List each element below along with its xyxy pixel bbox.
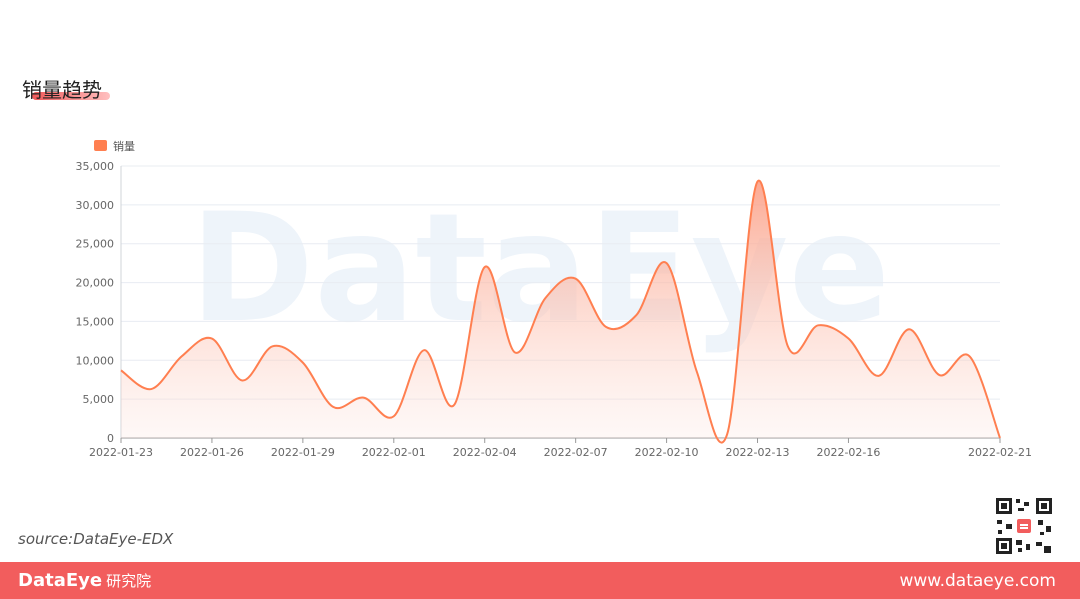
- x-tick-label: 2022-02-04: [453, 446, 517, 459]
- qr-code-icon: [994, 496, 1054, 556]
- y-tick-label: 5,000: [83, 393, 115, 406]
- footer-bar: DataEye 研究院 www.dataeye.com: [0, 562, 1080, 599]
- legend-swatch: [94, 140, 107, 151]
- x-tick-label: 2022-02-07: [544, 446, 608, 459]
- y-tick-label: 0: [107, 432, 114, 445]
- x-tick-label: 2022-01-29: [271, 446, 335, 459]
- x-tick-label: 2022-02-13: [726, 446, 790, 459]
- y-tick-label: 30,000: [76, 199, 115, 212]
- y-tick-label: 35,000: [76, 160, 115, 173]
- y-tick-label: 20,000: [76, 277, 115, 290]
- footer-brand-name: DataEye: [18, 570, 103, 591]
- x-tick-label: 2022-01-23: [89, 446, 153, 459]
- title-underline: [32, 92, 110, 100]
- y-tick-label: 10,000: [76, 354, 115, 367]
- footer-brand: DataEye 研究院: [18, 570, 151, 591]
- y-tick-label: 15,000: [76, 315, 115, 328]
- page-title: 销量趋势: [22, 78, 102, 102]
- source-note: source:DataEye-EDX: [18, 530, 174, 548]
- x-tick-label: 2022-02-16: [816, 446, 880, 459]
- legend[interactable]: 销量: [94, 139, 135, 153]
- series-line: [120, 179, 1001, 444]
- footer-site-link[interactable]: www.dataeye.com: [899, 571, 1056, 591]
- y-tick-label: 25,000: [76, 238, 115, 251]
- series-area: [121, 180, 1000, 443]
- x-tick-label: 2022-02-10: [635, 446, 699, 459]
- legend-label: 销量: [113, 139, 135, 153]
- footer-brand-sub: 研究院: [106, 572, 152, 590]
- x-tick-label: 2022-02-01: [362, 446, 426, 459]
- x-tick-label: 2022-02-21: [968, 446, 1032, 459]
- x-tick-label: 2022-01-26: [180, 446, 244, 459]
